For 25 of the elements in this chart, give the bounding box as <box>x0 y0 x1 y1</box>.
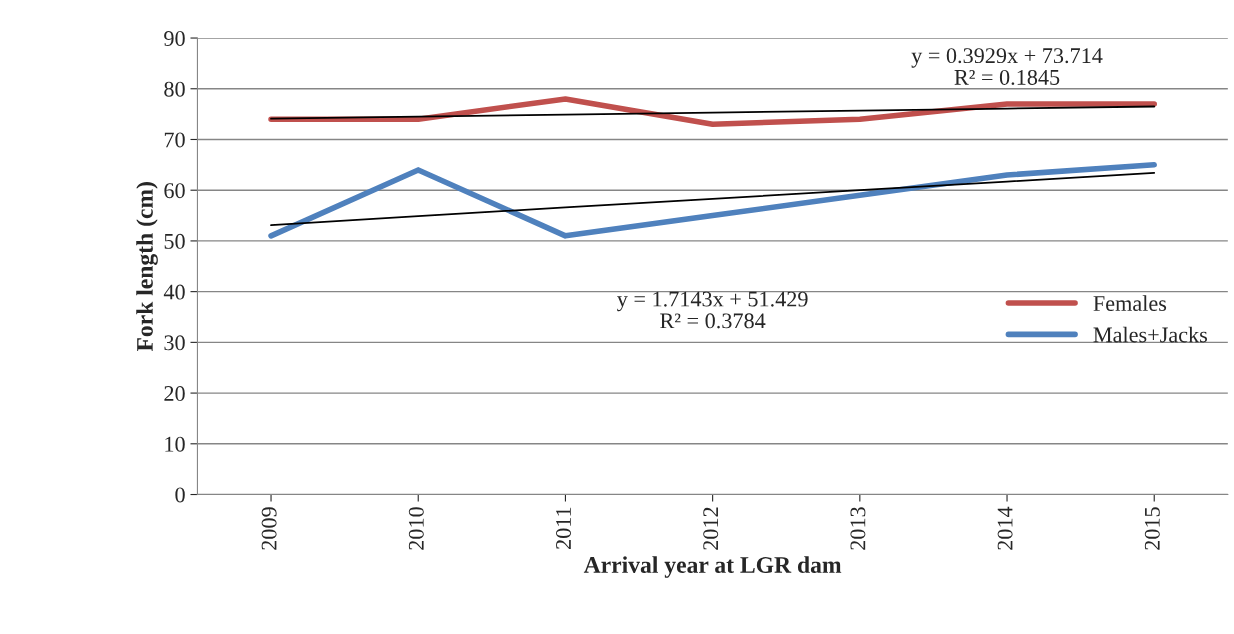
x-tick-label: 2010 <box>408 507 424 550</box>
x-tick-label: 2011 <box>556 507 571 549</box>
line-series <box>270 105 1156 120</box>
line-series <box>270 172 1156 227</box>
y-tick-label: 60 <box>164 183 185 199</box>
y-tick-label: 90 <box>164 30 185 46</box>
x-tick-label: 2014 <box>997 506 1013 550</box>
annotation: y = 0.3929x + 73.714 R² = 0.1845 <box>911 48 1103 85</box>
x-tick-label: 2009 <box>261 507 277 550</box>
y-tick-label: 80 <box>164 81 185 97</box>
y-tick-label: 10 <box>165 436 185 452</box>
y-tick-label: 30 <box>164 335 185 351</box>
y-axis-title: Fork length (cm) <box>136 182 158 352</box>
x-axis-title: Arrival year at LGR dam <box>583 556 842 578</box>
x-tick-label: 2013 <box>850 507 866 550</box>
y-tick-label: 70 <box>164 132 185 148</box>
annotation: y = 1.7143x + 51.429 R² = 0.3784 <box>617 291 808 329</box>
x-tick-label: 2012 <box>703 507 719 550</box>
legend-label: Females <box>1093 295 1167 311</box>
legend-label: Males+Jacks <box>1093 326 1208 343</box>
x-tick-label: 2015 <box>1144 507 1160 550</box>
y-tick-label: 0 <box>175 487 185 503</box>
y-tick-label: 50 <box>164 233 185 249</box>
y-tick-label: 40 <box>163 284 185 300</box>
y-tick-label: 20 <box>164 386 185 402</box>
